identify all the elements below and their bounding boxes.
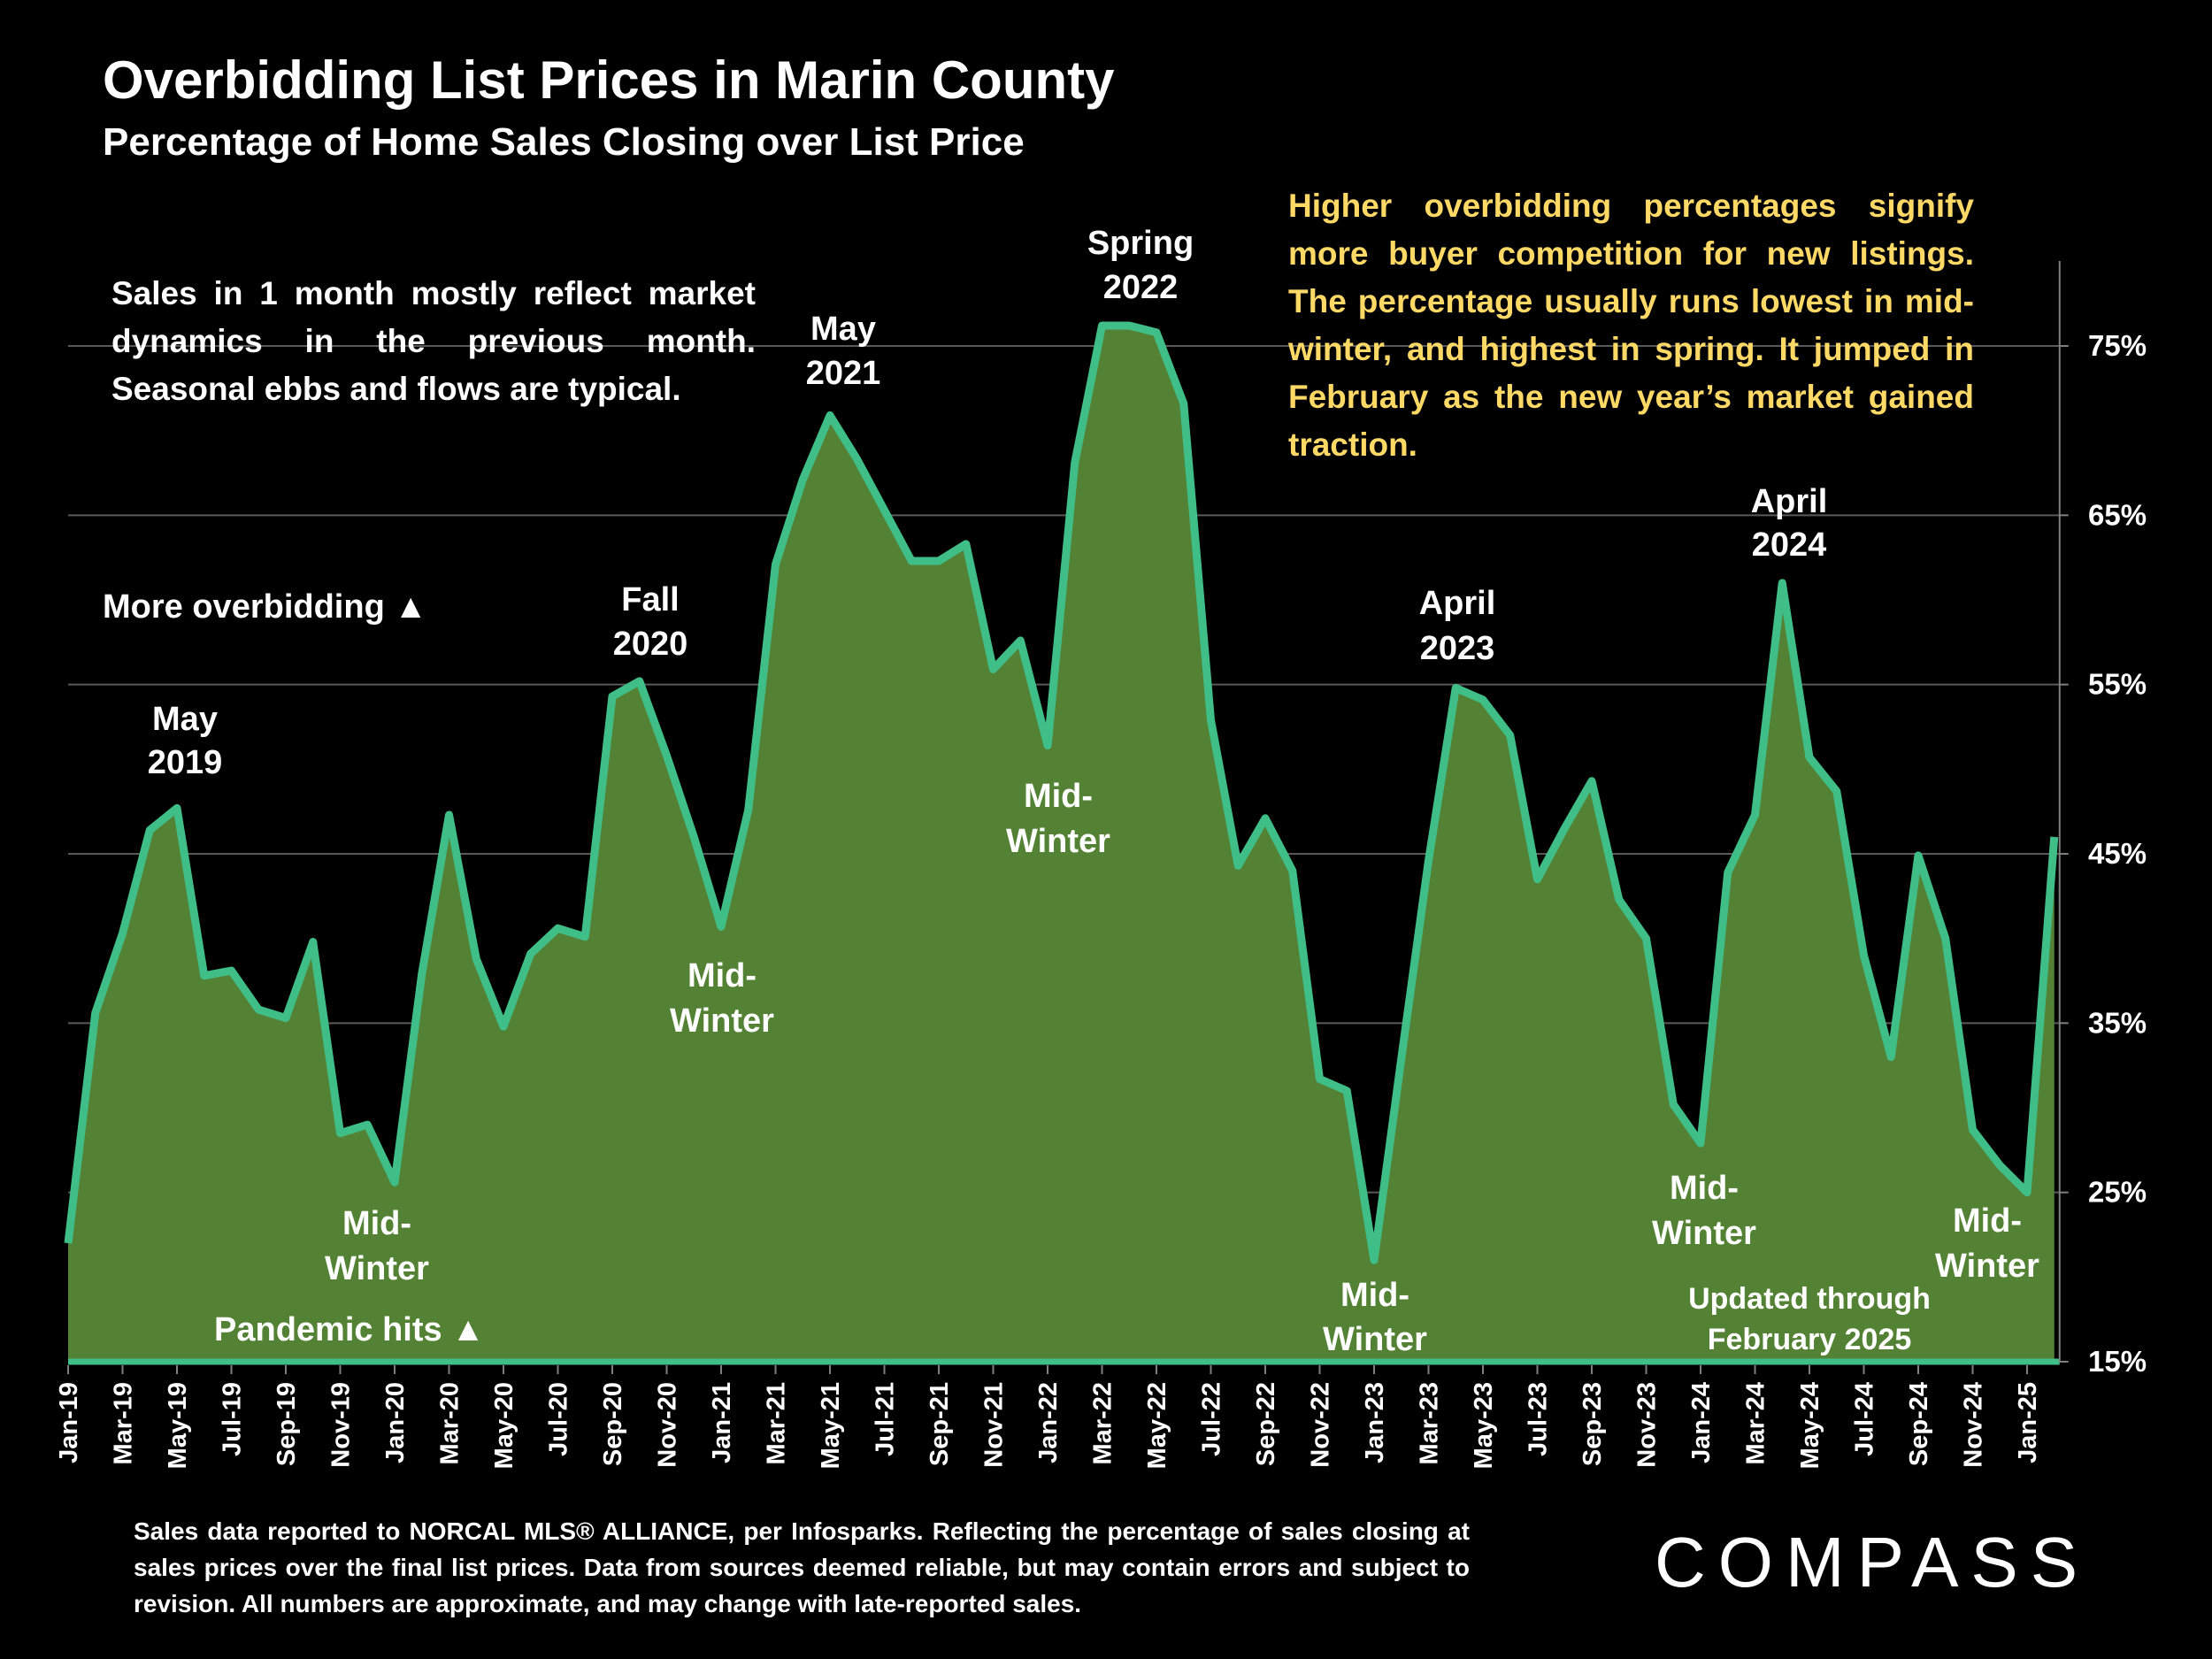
x-tick-label: Jul-22 — [1198, 1382, 1226, 1456]
y-tick-label: 15% — [2088, 1345, 2147, 1378]
annotation-midwinter-2023-line2: Winter — [1323, 1321, 1427, 1358]
x-tick-label: Mar-24 — [1742, 1382, 1770, 1465]
x-tick-label: Jul-19 — [219, 1382, 247, 1456]
x-tick-label: Sep-24 — [1905, 1382, 1933, 1466]
annotation-midwinter-2022-line2: Winter — [1006, 823, 1110, 860]
x-tick-label: Jul-20 — [545, 1382, 573, 1456]
annotation-april-2024-line2: 2024 — [1752, 526, 1827, 564]
y-tick-label: 65% — [2088, 498, 2147, 531]
x-tick-label: Nov-20 — [654, 1382, 682, 1468]
annotation-updated-line2: February 2025 — [1708, 1323, 1912, 1356]
annotation-updated-line1: Updated through — [1688, 1282, 1931, 1316]
footer-source-note: Sales data reported to NORCAL MLS® ALLIA… — [134, 1517, 1470, 1617]
x-tick-label: Jan-19 — [55, 1382, 83, 1463]
x-tick-label: May-21 — [817, 1382, 845, 1469]
x-tick-label: Mar-19 — [110, 1382, 138, 1465]
annotation-april-2024-line1: April — [1751, 483, 1828, 520]
x-tick-label: Mar-23 — [1416, 1382, 1444, 1465]
annotation-may-2021-line2: 2021 — [806, 355, 881, 392]
annotation-midwinter-2021-line2: Winter — [670, 1002, 774, 1040]
x-tick-label: Jul-21 — [872, 1382, 900, 1456]
compass-logo: COMPASS — [1655, 1523, 2091, 1601]
x-tick-label: Jul-24 — [1851, 1382, 1879, 1456]
x-tick-label: Sep-20 — [599, 1382, 627, 1466]
note-overbidding-explanation: Higher overbidding percentages signify m… — [1288, 188, 1974, 463]
x-tick-label: Jan-23 — [1361, 1382, 1389, 1463]
note-market-dynamics: Sales in 1 month mostly reflect market d… — [111, 275, 756, 407]
x-tick-label: May-24 — [1796, 1382, 1824, 1469]
x-tick-label: May-19 — [164, 1382, 192, 1469]
x-tick-label: May-23 — [1470, 1382, 1498, 1469]
x-tick-label: Nov-22 — [1307, 1382, 1335, 1468]
x-tick-label: Sep-21 — [926, 1382, 954, 1466]
annotation-midwinter-2024-line1: Mid- — [1670, 1170, 1739, 1207]
annotation-spring-2022-line1: Spring — [1087, 225, 1194, 262]
annotation-midwinter-2024-line2: Winter — [1652, 1215, 1756, 1252]
x-axis-labels: Jan-19 Mar-19 May-19 Jul-19 Sep-19 Nov-19 Jan-… — [55, 1382, 2042, 1469]
x-tick-label: Jan-25 — [2014, 1382, 2042, 1463]
x-tick-label: Jan-24 — [1687, 1382, 1716, 1463]
y-tick-label: 55% — [2088, 668, 2147, 701]
annotation-may-2019-line2: 2019 — [148, 744, 223, 781]
x-tick-label: Jul-23 — [1525, 1382, 1553, 1456]
area-fill — [68, 326, 2055, 1362]
annotation-more-overbidding: More overbidding ▲ — [103, 588, 427, 626]
annotation-april-2023-line1: April — [1419, 585, 1496, 622]
x-tick-label: May-22 — [1143, 1382, 1171, 1469]
annotation-fall-2020-line1: Fall — [621, 581, 679, 618]
x-tick-label: May-20 — [490, 1382, 518, 1469]
annotation-midwinter-2023-line1: Mid- — [1340, 1277, 1409, 1314]
x-tick-label: Mar-22 — [1089, 1382, 1118, 1465]
annotation-may-2021-line1: May — [810, 311, 876, 348]
annotation-midwinter-2020-line1: Mid- — [342, 1205, 411, 1242]
axes — [67, 261, 2061, 1374]
y-tick-label: 25% — [2088, 1176, 2147, 1209]
annotation-fall-2020-line2: 2020 — [613, 626, 688, 663]
x-tick-label: Jan-21 — [708, 1382, 736, 1463]
x-tick-label: Nov-19 — [327, 1382, 356, 1468]
annotation-april-2023-line2: 2023 — [1420, 630, 1495, 667]
x-tick-label: Jan-20 — [381, 1382, 410, 1463]
y-tick-label: 45% — [2088, 837, 2147, 870]
annotation-midwinter-2025-line1: Mid- — [1953, 1202, 2022, 1240]
y-axis-labels: 15% 25% 35% 45% 55% 65% 75% — [2088, 329, 2147, 1378]
annotation-midwinter-2025-line2: Winter — [1935, 1248, 2039, 1285]
chart-title: Overbidding List Prices in Marin County — [103, 50, 1115, 110]
x-tick-label: Sep-23 — [1578, 1382, 1607, 1466]
annotation-midwinter-2022-line1: Mid- — [1024, 778, 1093, 815]
x-tick-label: Mar-21 — [763, 1382, 791, 1465]
x-tick-label: Nov-24 — [1960, 1382, 1988, 1468]
x-tick-label: Nov-21 — [980, 1382, 1009, 1468]
x-tick-label: Sep-19 — [273, 1382, 301, 1466]
annotation-pandemic-hits: Pandemic hits ▲ — [214, 1311, 485, 1348]
x-tick-label: Nov-23 — [1633, 1382, 1662, 1468]
annotation-may-2019-line1: May — [152, 701, 218, 738]
y-tick-label: 35% — [2088, 1006, 2147, 1039]
series-line — [64, 321, 2059, 1264]
annotations: May 2019 Fall 2020 May 2021 Spring 2022 … — [103, 225, 2039, 1358]
annotation-midwinter-2021-line1: Mid- — [687, 957, 757, 995]
chart-subtitle: Percentage of Home Sales Closing over Li… — [103, 120, 1025, 164]
x-tick-label: Jan-22 — [1034, 1382, 1063, 1463]
x-tick-label: Mar-20 — [436, 1382, 465, 1465]
annotation-spring-2022-line2: 2022 — [1103, 269, 1179, 306]
y-tick-label: 75% — [2088, 329, 2147, 362]
annotation-midwinter-2020-line2: Winter — [325, 1250, 429, 1287]
x-tick-label: Sep-22 — [1252, 1382, 1280, 1466]
